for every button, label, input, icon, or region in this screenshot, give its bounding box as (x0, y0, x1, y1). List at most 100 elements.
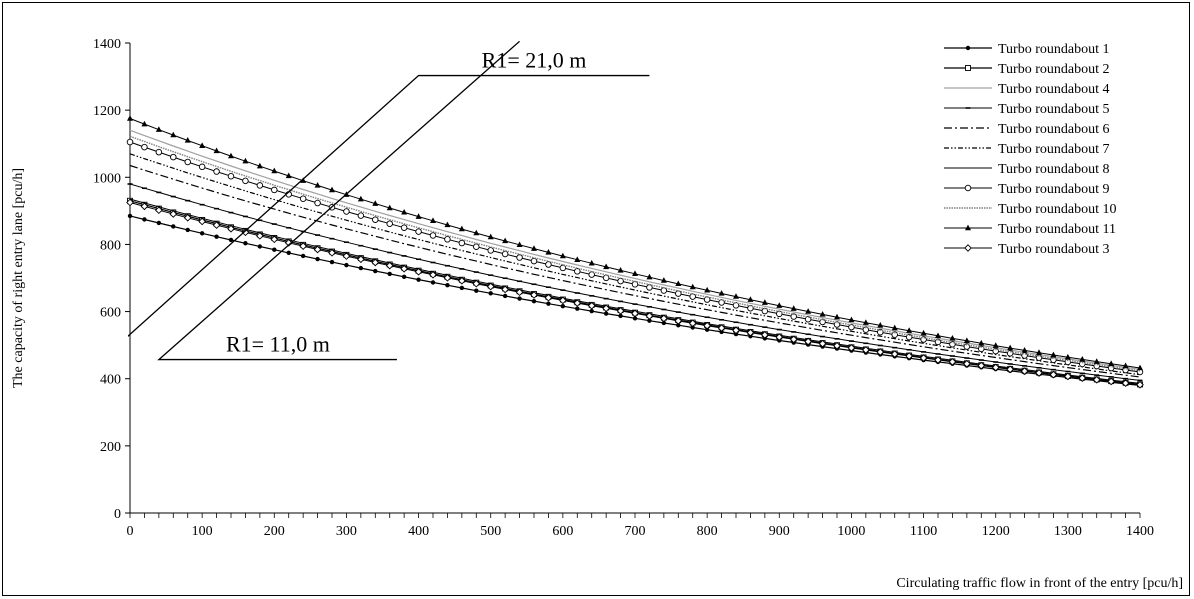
data-point (1036, 349, 1042, 355)
data-point (256, 162, 263, 169)
data-point (847, 344, 856, 352)
data-point (429, 270, 437, 279)
data-point (300, 253, 306, 259)
y-tick-label: 600 (100, 306, 121, 321)
y-axis-label: The capacity of right entry lane [pcu/h] (11, 168, 26, 388)
data-point (1064, 353, 1071, 360)
data-point (242, 177, 249, 185)
data-point (1136, 380, 1144, 389)
data-point (746, 328, 755, 337)
series-line (129, 202, 1141, 386)
data-point (574, 256, 581, 262)
data-point (890, 350, 899, 358)
data-point (703, 296, 711, 303)
data-point (574, 268, 581, 275)
data-point (876, 348, 885, 356)
legend-label: Turbo roundabout 2 (998, 62, 1110, 77)
data-point (357, 212, 365, 219)
data-point (905, 333, 913, 341)
data-point (343, 208, 350, 215)
data-point (848, 316, 855, 323)
data-point (170, 153, 177, 161)
data-point (501, 250, 509, 258)
data-point (660, 287, 668, 294)
data-point (516, 241, 523, 248)
data-point (790, 305, 797, 311)
data-point (386, 204, 393, 211)
data-point (1079, 356, 1086, 362)
data-point (443, 273, 452, 282)
data-point (213, 147, 220, 154)
data-point (819, 310, 826, 317)
legend-item-7: Turbo roundabout 8 (944, 162, 1110, 177)
legend-item-6: Turbo roundabout 7 (944, 142, 1110, 157)
data-point (227, 172, 235, 180)
legend-label: Turbo roundabout 5 (998, 102, 1110, 117)
data-point (991, 363, 1000, 372)
data-point (559, 264, 567, 272)
legend-item-4: Turbo roundabout 5 (944, 102, 1110, 117)
data-point (373, 268, 378, 274)
data-point (185, 227, 190, 233)
data-point (963, 337, 970, 344)
data-point (660, 277, 667, 283)
legend-marker (964, 244, 972, 252)
data-point (313, 245, 322, 254)
data-point (805, 308, 812, 314)
data-point (560, 303, 566, 309)
data-point (717, 324, 726, 332)
data-point (1092, 375, 1101, 384)
data-point (501, 285, 509, 294)
data-point (1007, 344, 1014, 351)
series-line (129, 129, 1141, 370)
data-point (329, 259, 335, 265)
annotation-leader-2 (157, 40, 521, 361)
data-point (618, 313, 623, 319)
series-3 (129, 129, 1141, 370)
data-point (458, 276, 466, 285)
data-point (502, 293, 508, 299)
data-point (227, 224, 235, 233)
data-point (127, 115, 133, 121)
data-point (948, 358, 957, 366)
data-point (358, 265, 364, 271)
data-point (978, 345, 985, 353)
data-point (1121, 379, 1130, 387)
data-point (718, 299, 725, 306)
data-point (400, 264, 408, 273)
y-tick-label: 800 (100, 238, 121, 253)
data-point (631, 309, 639, 318)
data-point (199, 231, 205, 236)
data-point (213, 168, 220, 175)
data-point (690, 325, 695, 330)
data-point (588, 259, 595, 266)
data-point (517, 296, 522, 301)
data-point (155, 126, 162, 132)
annotation-lines (128, 40, 650, 361)
data-point (833, 341, 841, 350)
data-point (617, 266, 624, 273)
y-tick-label: 200 (100, 440, 121, 455)
data-point (272, 247, 277, 252)
data-point (632, 316, 638, 321)
legend-label: Turbo roundabout 1 (998, 42, 1110, 57)
data-point (472, 279, 481, 288)
data-point (142, 217, 147, 222)
data-point (198, 163, 206, 171)
data-point (1006, 365, 1014, 374)
x-tick-label: 100 (192, 524, 213, 539)
legend-item-3: Turbo roundabout 4 (944, 82, 1110, 97)
data-point (169, 210, 178, 218)
data-point (257, 244, 263, 249)
data-point (357, 255, 365, 264)
data-point (1078, 374, 1087, 382)
data-point (473, 229, 480, 236)
data-point (992, 342, 999, 348)
data-point (415, 228, 422, 235)
data-point (212, 221, 221, 229)
data-point (515, 288, 524, 297)
data-point (228, 237, 234, 243)
data-point (357, 195, 364, 202)
legend-item-11: Turbo roundabout 3 (944, 242, 1110, 257)
